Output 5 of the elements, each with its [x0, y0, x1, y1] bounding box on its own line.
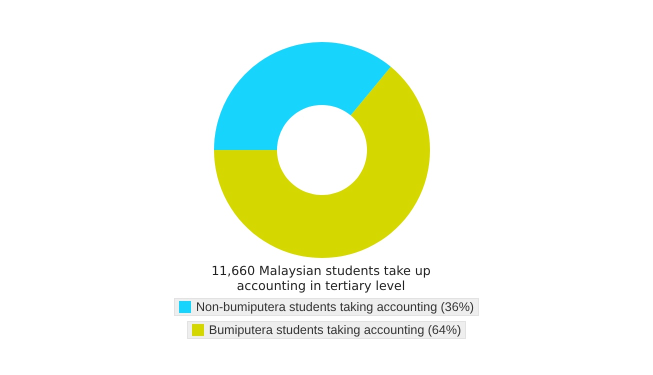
text: 11,660 Malaysian students take up accounting in tertiary level: [210, 263, 432, 293]
donut-slice: [214, 66, 430, 258]
legend-label: Non-bumiputera students taking accounting (36%): [196, 300, 474, 314]
donut-slice: [214, 42, 391, 150]
legend-label: Bumiputera students taking accounting (64%): [208, 323, 462, 337]
